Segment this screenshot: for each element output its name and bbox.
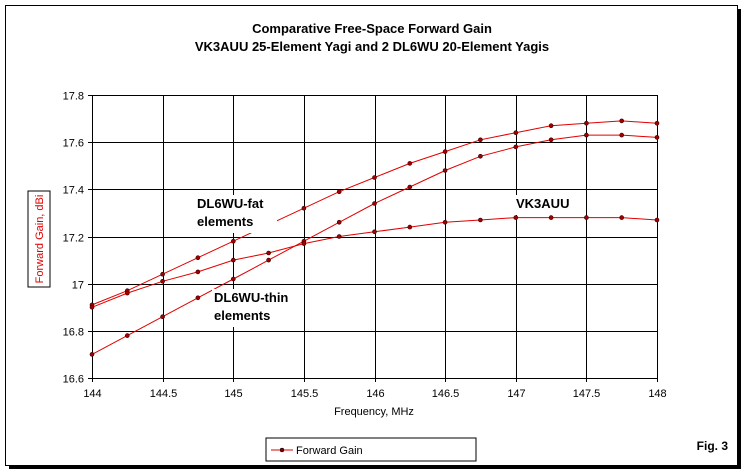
y-tick-labels: 17.8 17.6 17.4 17.2 17 16.8 16.6 <box>63 91 84 386</box>
data-point <box>336 234 342 239</box>
data-point <box>195 269 201 275</box>
data-point <box>513 215 519 220</box>
data-point <box>654 217 660 223</box>
x-tick-labels: 144 144.5 145 145.5 146 146.5 147 147.5 148 <box>83 388 666 400</box>
grid <box>88 95 658 382</box>
x-tick-label: 145.5 <box>291 388 319 400</box>
y-tick-label: 17 <box>72 280 84 292</box>
x-tick-label: 148 <box>648 388 666 400</box>
data-point <box>478 154 483 159</box>
chart-frame <box>5 5 738 466</box>
data-point <box>195 295 201 301</box>
series-dl6wu-fat-elements <box>89 118 660 308</box>
axes <box>92 95 657 379</box>
y-tick-label: 16.6 <box>63 374 84 386</box>
x-tick-label: 146 <box>366 388 384 400</box>
data-point <box>336 189 342 194</box>
annotation-line: DL6WU-thin <box>214 290 288 305</box>
data-point <box>407 184 413 190</box>
annotation-background <box>195 195 277 233</box>
data-point <box>654 135 660 140</box>
data-point <box>372 201 377 206</box>
annotation-vk3auu: VK3AUU <box>514 195 574 215</box>
data-point <box>584 215 589 220</box>
data-point <box>584 132 589 138</box>
data-point <box>513 130 519 135</box>
data-point <box>89 352 95 357</box>
annotation-line: elements <box>214 308 270 323</box>
data-point <box>160 271 165 277</box>
data-point <box>89 304 95 310</box>
data-point <box>160 314 165 320</box>
data-point <box>478 137 483 143</box>
annotation-background <box>514 195 574 215</box>
data-point <box>442 149 448 154</box>
data-point <box>125 333 130 338</box>
data-point <box>513 144 519 150</box>
data-point <box>548 215 554 220</box>
data-point <box>442 168 448 173</box>
annotation-line: VK3AUU <box>516 196 569 211</box>
annotation-dl6wu-thin-elements: DL6WU-thin elements <box>212 289 302 327</box>
data-point <box>548 123 554 128</box>
y-tick-label: 17.8 <box>63 91 84 103</box>
figure-label: Fig. 3 <box>697 439 729 453</box>
data-point <box>619 215 625 220</box>
y-axis-label: Forward Gain, dBi <box>34 195 46 284</box>
x-tick-label: 147 <box>507 388 525 400</box>
annotation-line: elements <box>197 214 253 229</box>
series-group <box>89 118 660 357</box>
x-axis-label: Frequency, MHz <box>334 406 414 418</box>
y-axis-label-box: Forward Gain, dBi <box>27 190 51 288</box>
x-tick-label: 144 <box>83 388 101 400</box>
legend: Forward Gain <box>265 437 477 462</box>
data-point <box>654 121 660 126</box>
data-point <box>231 257 236 263</box>
data-point <box>584 121 589 126</box>
data-point <box>231 276 236 282</box>
legend-entry: Forward Gain <box>296 445 363 457</box>
chart-subtitle: VK3AUU 25-Element Yagi and 2 DL6WU 20-El… <box>195 39 549 54</box>
series-dl6wu-thin-elements <box>89 132 660 357</box>
data-point <box>407 224 413 230</box>
data-point <box>160 278 165 284</box>
annotation-line: DL6WU-fat <box>197 196 264 211</box>
annotation-background <box>212 289 302 327</box>
data-point <box>266 257 271 263</box>
series-line <box>91 134 658 355</box>
legend-point-marker <box>279 447 285 453</box>
x-tick-label: 146.5 <box>432 388 460 400</box>
data-point <box>301 241 307 246</box>
data-point <box>442 220 448 225</box>
data-point <box>548 137 554 143</box>
chart-title: Comparative Free-Space Forward Gain <box>252 21 492 36</box>
y-tick-label: 17.2 <box>63 233 84 245</box>
data-point <box>125 290 130 296</box>
series-vk3auu <box>89 215 660 310</box>
data-point <box>619 118 625 124</box>
annotations: DL6WU-fat elements DL6WU-thin elements VK3AU… <box>195 195 574 327</box>
data-point <box>266 250 271 256</box>
data-point <box>372 229 377 235</box>
x-tick-label: 145 <box>224 388 242 400</box>
data-point <box>372 175 377 180</box>
data-point <box>336 220 342 225</box>
data-point <box>478 217 483 223</box>
frame-shadow-right <box>737 9 741 469</box>
y-tick-label: 17.4 <box>63 185 84 197</box>
data-point <box>407 161 413 166</box>
x-tick-label: 147.5 <box>573 388 601 400</box>
annotation-dl6wu-fat-elements: DL6WU-fat elements <box>195 195 277 233</box>
data-point <box>619 132 625 138</box>
data-point <box>301 205 307 211</box>
legend-box <box>265 437 477 462</box>
y-tick-label: 17.6 <box>63 138 84 150</box>
data-point <box>195 255 201 261</box>
data-point <box>231 238 236 244</box>
x-tick-label: 144.5 <box>150 388 178 400</box>
y-tick-label: 16.8 <box>63 327 84 339</box>
frame-shadow-bottom <box>9 465 741 469</box>
